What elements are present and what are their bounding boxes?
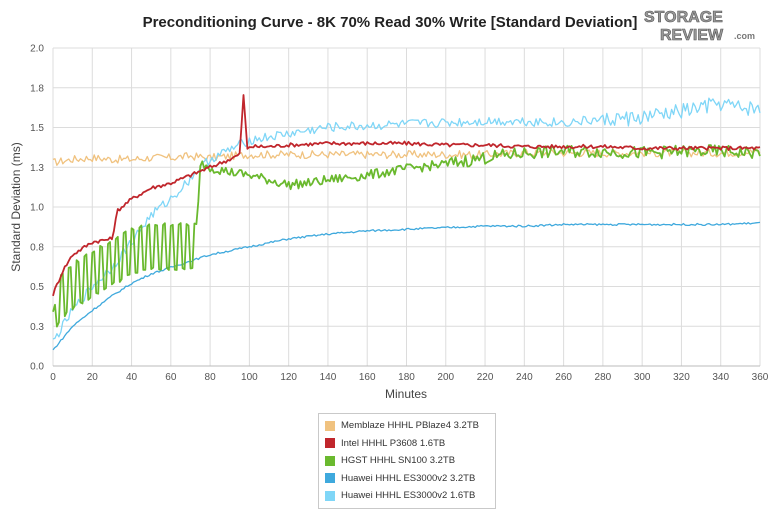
axes: 0.0 0.3 0.5 0.8 1.0 1.3 1.5 1.8 2.0 0 20 40 60 80 100 1… — [30, 44, 769, 384]
y-tick-label: 1.3 — [30, 163, 44, 174]
x-tick-label: 0 — [50, 372, 56, 383]
x-tick-label: 320 — [673, 372, 690, 383]
logo-line2: REVIEW — [660, 27, 724, 44]
chart-title: Preconditioning Curve - 8K 70% Read 30% … — [142, 14, 638, 31]
legend-label: Huawei HHHL ES3000v2 1.6TB — [341, 490, 476, 502]
legend-label: HGST HHHL SN100 3.2TB — [341, 455, 456, 467]
logo-line1: STORAGE — [644, 9, 723, 26]
legend-label: Intel HHHL P3608 1.6TB — [341, 437, 446, 449]
series-line — [52, 94, 761, 297]
x-tick-label: 100 — [241, 372, 258, 383]
y-tick-label: 2.0 — [30, 44, 44, 55]
y-tick-label: 0.8 — [30, 242, 44, 253]
x-tick-label: 220 — [477, 372, 494, 383]
legend-item: Huawei HHHL ES3000v2 1.6TB — [325, 487, 489, 505]
x-tick-label: 280 — [595, 372, 612, 383]
legend-item: Memblaze HHHL PBlaze4 3.2TB — [325, 417, 489, 435]
legend-item: Huawei HHHL ES3000v2 3.2TB — [325, 470, 489, 488]
x-tick-label: 140 — [320, 372, 337, 383]
series-line — [52, 221, 761, 351]
legend-swatch — [325, 420, 335, 431]
legend-item: Intel HHHL P3608 1.6TB — [325, 435, 489, 453]
x-tick-label: 300 — [634, 372, 651, 383]
x-axis-label: Minutes — [385, 387, 427, 401]
legend-swatch — [325, 490, 335, 501]
series-line — [52, 144, 761, 328]
x-tick-label: 180 — [398, 372, 415, 383]
x-tick-label: 40 — [126, 372, 138, 383]
x-tick-label: 120 — [280, 372, 297, 383]
x-tick-label: 160 — [359, 372, 376, 383]
y-tick-label: 0.3 — [30, 322, 44, 333]
series-line — [52, 97, 761, 340]
y-tick-label: 1.0 — [30, 203, 44, 214]
series-lines — [52, 94, 761, 351]
x-tick-label: 200 — [437, 372, 454, 383]
legend-swatch — [325, 473, 335, 484]
x-tick-label: 260 — [555, 372, 572, 383]
legend-swatch — [325, 455, 335, 466]
y-tick-label: 0.0 — [30, 362, 44, 373]
y-tick-label: 1.8 — [30, 83, 44, 94]
legend-item: HGST HHHL SN100 3.2TB — [325, 452, 489, 470]
series-line — [52, 148, 761, 166]
y-tick-label: 0.5 — [30, 282, 44, 293]
grid — [52, 47, 761, 367]
y-tick-label: 1.5 — [30, 123, 44, 134]
x-tick-label: 80 — [205, 372, 217, 383]
legend-label: Huawei HHHL ES3000v2 3.2TB — [341, 472, 476, 484]
storagereview-logo: STORAGE REVIEW .com — [640, 5, 765, 45]
x-tick-label: 20 — [87, 372, 99, 383]
legend-swatch — [325, 438, 335, 449]
logo-suffix: .com — [734, 31, 755, 41]
x-tick-label: 240 — [516, 372, 533, 383]
x-tick-label: 360 — [752, 372, 769, 383]
x-tick-label: 60 — [165, 372, 177, 383]
x-tick-label: 340 — [712, 372, 729, 383]
legend: Memblaze HHHL PBlaze4 3.2TB Intel HHHL P3… — [318, 413, 496, 509]
y-axis-label: Standard Deviation (ms) — [9, 142, 23, 271]
legend-label: Memblaze HHHL PBlaze4 3.2TB — [341, 420, 479, 432]
